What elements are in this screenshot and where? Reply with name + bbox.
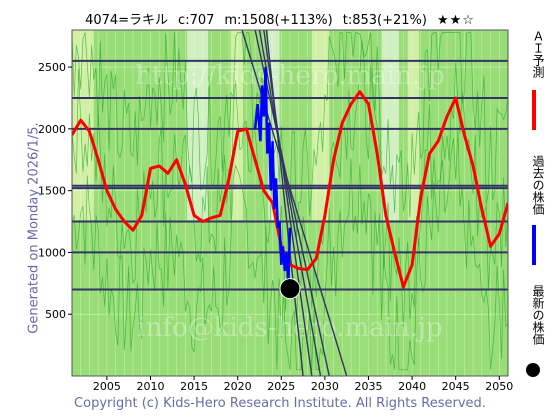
x-tick-label: 2010 <box>136 380 164 393</box>
trend-line <box>254 30 330 376</box>
legend-past-price: 過去の株価 <box>520 155 550 275</box>
watermark-top: http://kids-hero.main.jp <box>135 61 445 91</box>
legend-latest-label: 最新の株価 <box>531 285 545 345</box>
target-price: t:853(+21%) <box>342 13 427 28</box>
legend-latest-price: 最新の株価 <box>520 285 550 380</box>
legend-ai-swatch <box>532 90 536 130</box>
background-patch <box>268 30 280 221</box>
background-patch <box>381 30 399 221</box>
x-tick-label: 2045 <box>442 380 470 393</box>
x-tick-label: 2015 <box>180 380 208 393</box>
current-price: c:707 <box>178 13 215 28</box>
copyright: Copyright (c) Kids-Hero Research Institu… <box>74 396 486 411</box>
trend-line <box>265 30 304 376</box>
trend-line <box>263 30 313 376</box>
plot-frame <box>71 29 509 377</box>
background-patch <box>407 30 420 221</box>
legend-past-swatch <box>532 225 536 265</box>
y-tick-label: 1500 <box>38 185 66 198</box>
chart-header: 4074=ラキル c:707 m:1508(+113%) t:853(+21%) ★★☆ <box>0 9 560 28</box>
legend: ＡＩ予測 過去の株価 最新の株価 <box>520 30 550 378</box>
x-tick-label: 2025 <box>267 380 295 393</box>
rating-stars: ★★☆ <box>436 13 475 28</box>
y-tick-label: 2000 <box>38 123 66 136</box>
x-tick-label: 2035 <box>354 380 382 393</box>
y-tick-label: 1000 <box>38 246 66 259</box>
background-patch <box>187 30 209 221</box>
x-tick-label: 2005 <box>93 380 121 393</box>
x-tick-label: 2030 <box>311 380 339 393</box>
y-tick-label: 2500 <box>38 61 66 74</box>
x-tick-label: 2020 <box>224 380 252 393</box>
generated-date: Generated on Monday 2026/1/5. <box>26 122 42 334</box>
ticker-name: 4074=ラキル <box>85 13 169 28</box>
x-tick-label: 2050 <box>485 380 513 393</box>
x-tick-label: 2040 <box>398 380 426 393</box>
y-tick-label: 500 <box>45 308 66 321</box>
latest-price-marker <box>279 278 301 300</box>
watermark-bottom: info@kids-hero.main.jp <box>137 313 442 343</box>
trend-line <box>258 30 322 376</box>
legend-latest-marker <box>526 363 540 377</box>
legend-ai-label: ＡＩ予測 <box>531 30 545 78</box>
past-price-line <box>253 67 292 284</box>
mean-price: m:1508(+113%) <box>224 13 333 28</box>
legend-ai-forecast: ＡＩ予測 <box>520 30 550 150</box>
trend-line <box>241 30 348 376</box>
legend-past-label: 過去の株価 <box>531 155 545 215</box>
